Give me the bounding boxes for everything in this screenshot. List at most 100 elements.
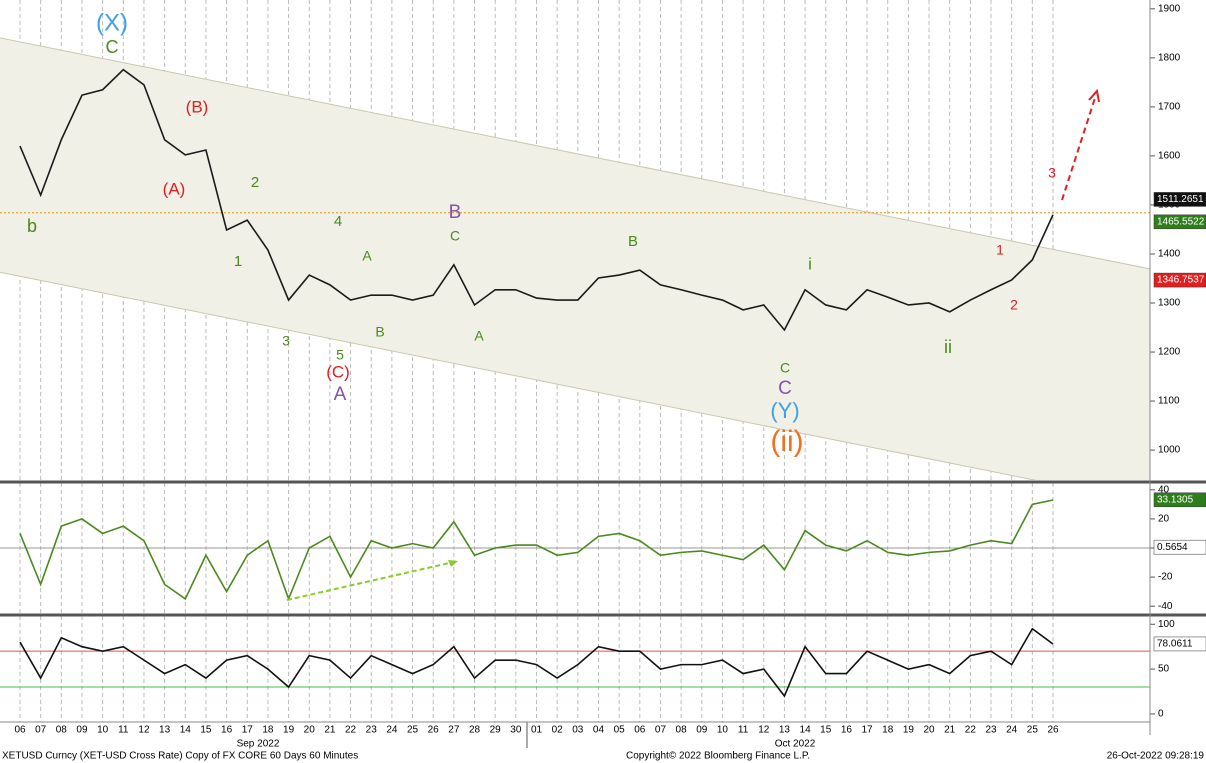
- price-line: [19, 499, 1054, 602]
- x-tick-label: 20: [304, 725, 316, 736]
- value-tag: [1153, 636, 1206, 652]
- x-tick-label: 23: [985, 725, 997, 736]
- wave-label: C: [780, 360, 790, 376]
- x-tick-label: 30: [510, 725, 522, 736]
- footer-right: 26-Oct-2022 09:28:19: [1107, 751, 1205, 762]
- x-tick-label: 11: [118, 725, 129, 736]
- x-tick-label: 18: [882, 725, 894, 736]
- arrow-head: [448, 560, 458, 567]
- channel-line: [0, 37, 1150, 270]
- price-line: [19, 68, 1054, 332]
- x-tick-label: 09: [696, 725, 708, 736]
- x-tick-label: 28: [469, 725, 481, 736]
- x-tick-label: 26: [428, 725, 440, 736]
- x-tick-label: 13: [159, 725, 171, 736]
- x-tick-label: 27: [448, 725, 460, 736]
- wave-label: A: [362, 248, 372, 264]
- x-tick-label: 25: [407, 725, 419, 736]
- value-tag: [1153, 272, 1206, 288]
- wave-label: C: [450, 228, 460, 244]
- y-tick-label: 1300: [1158, 298, 1181, 309]
- x-tick-label: 16: [221, 725, 233, 736]
- wave-label: b: [27, 216, 37, 236]
- y-tick-label: -20: [1158, 572, 1173, 583]
- projection-arrow: [1061, 97, 1096, 201]
- wave-label: 3: [1048, 165, 1056, 181]
- channel: [0, 37, 1150, 480]
- y-tick-label: 1700: [1158, 102, 1181, 113]
- x-tick-label: 11: [738, 725, 749, 736]
- x-tick-label: 10: [717, 725, 729, 736]
- x-tick-label: 22: [965, 725, 977, 736]
- y-tick-label: 1900: [1158, 3, 1181, 14]
- x-tick-label: 07: [35, 725, 47, 736]
- wave-label: ii: [944, 337, 952, 357]
- x-tick-label: 10: [97, 725, 109, 736]
- x-tick-label: 02: [552, 725, 564, 736]
- x-tick-label: 06: [634, 725, 646, 736]
- x-tick-label: 05: [614, 725, 626, 736]
- channel-line: [0, 271, 1037, 480]
- x-tick-label: 03: [572, 725, 584, 736]
- x-tick-label: 15: [200, 725, 212, 736]
- x-tick-label: 26: [1047, 725, 1059, 736]
- wave-label: (ii): [770, 425, 803, 458]
- x-tick-label: 17: [861, 725, 873, 736]
- value-tag-label: 0.5654: [1157, 542, 1188, 553]
- x-group-label: Sep 2022: [237, 739, 280, 750]
- value-tag-label: 1465.5522: [1157, 216, 1205, 227]
- wave-label: B: [628, 233, 638, 250]
- x-tick-label: 20: [923, 725, 935, 736]
- footer-center: Copyright© 2022 Bloomberg Finance L.P.: [626, 751, 810, 762]
- x-tick-label: 08: [676, 725, 688, 736]
- wave-label: (X): [96, 9, 128, 36]
- x-tick-label: 24: [386, 725, 398, 736]
- x-tick-label: 25: [1027, 725, 1039, 736]
- x-tick-label: 15: [820, 725, 832, 736]
- value-tag-label: 78.0611: [1157, 639, 1193, 650]
- x-tick-label: 21: [944, 725, 956, 736]
- wave-label: (Y): [770, 398, 799, 423]
- wave-label: A: [334, 384, 347, 405]
- arrow-head: [1088, 88, 1100, 103]
- x-tick-label: 01: [531, 725, 543, 736]
- value-tag-label: 1511.2651: [1157, 194, 1204, 205]
- x-tick-label: 19: [903, 725, 915, 736]
- wave-label: i: [808, 254, 812, 273]
- x-tick-label: 22: [345, 725, 357, 736]
- y-tick-label: 1400: [1158, 249, 1181, 260]
- x-tick-label: 04: [593, 725, 605, 736]
- x-tick-label: 19: [283, 725, 295, 736]
- x-tick-label: 13: [779, 725, 791, 736]
- y-tick-label: 1600: [1158, 151, 1181, 162]
- y-tick-label: 20: [1158, 514, 1170, 525]
- wave-label: 1: [996, 242, 1004, 258]
- x-tick-label: 24: [1006, 725, 1018, 736]
- x-tick-label: 29: [490, 725, 502, 736]
- wave-label: 2: [1010, 297, 1018, 313]
- x-tick-label: 06: [14, 725, 26, 736]
- wave-label: (C): [326, 362, 350, 381]
- x-tick-label: 17: [242, 725, 254, 736]
- y-tick-label: 40: [1158, 484, 1170, 495]
- wave-label: 4: [334, 213, 342, 230]
- value-tag: [1153, 192, 1206, 207]
- wave-label: C: [106, 37, 119, 57]
- x-tick-label: 14: [180, 725, 192, 736]
- price-line: [19, 627, 1054, 698]
- value-tag: [1153, 214, 1206, 230]
- value-tag-label: 33.1305: [1157, 494, 1194, 505]
- y-tick-label: 100: [1158, 619, 1175, 630]
- x-tick-label: 12: [138, 725, 150, 736]
- y-tick-label: 1000: [1158, 445, 1181, 456]
- wave-label: B: [449, 202, 462, 223]
- wave-label: C: [778, 378, 792, 399]
- wave-label: (A): [163, 179, 186, 198]
- wave-label: A: [474, 328, 484, 344]
- x-tick-label: 16: [841, 725, 853, 736]
- x-tick-label: 21: [324, 725, 336, 736]
- y-tick-label: 0: [1158, 709, 1164, 720]
- divergence-arrow: [286, 560, 459, 601]
- wave-label: 1: [234, 253, 242, 270]
